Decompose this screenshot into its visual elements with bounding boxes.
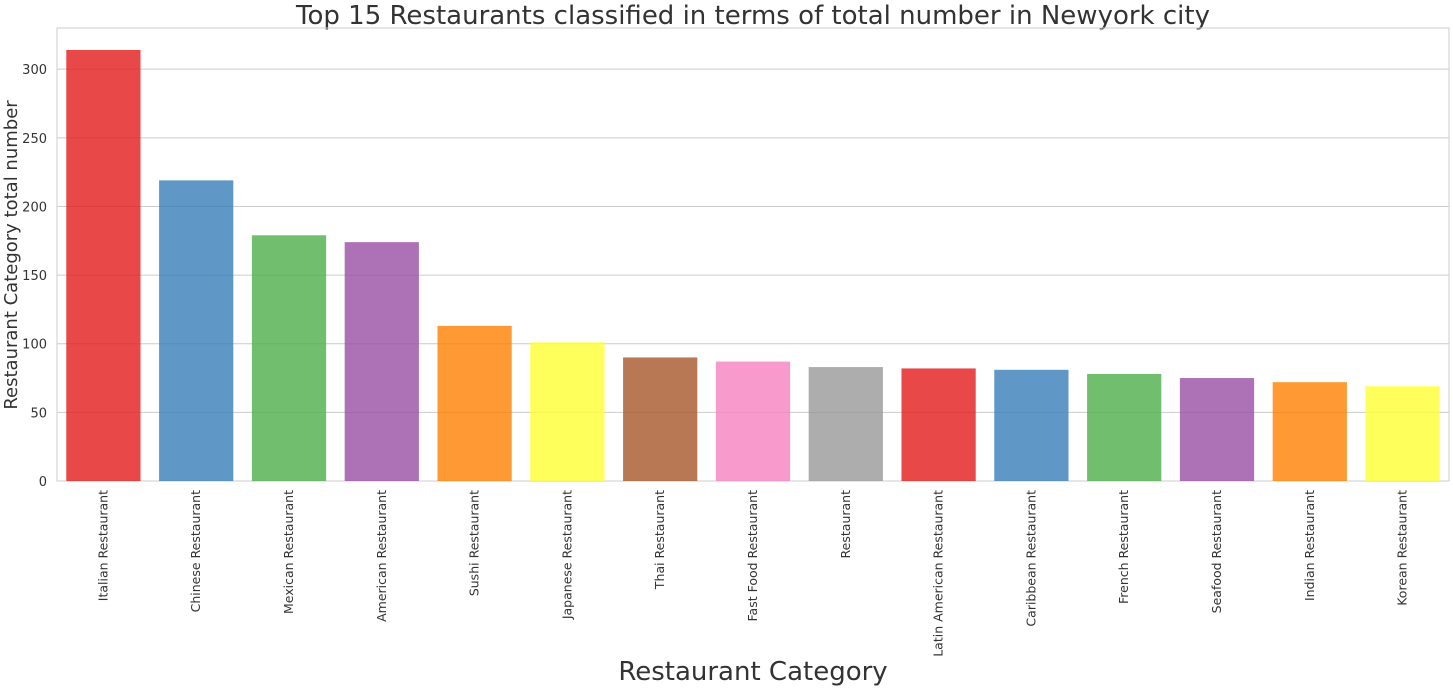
chart-title: Top 15 Restaurants classified in terms o…: [295, 1, 1210, 31]
x-axis-ticks: Italian Restaurant Chinese Restaurant Mexi…: [95, 490, 1409, 657]
x-axis-label: Restaurant Category: [618, 657, 887, 687]
y-tick-label: 100: [22, 338, 47, 353]
y-axis-ticks: 0 50 100 150 200 250 300: [22, 63, 47, 490]
x-tick-label: Korean Restaurant: [1395, 490, 1410, 606]
bar-fast-food-restaurant: [715, 361, 791, 481]
x-tick-label: Fast Food Restaurant: [745, 490, 760, 622]
x-tick-label: Sushi Restaurant: [467, 490, 482, 596]
bar-italian-restaurant: [66, 49, 141, 482]
x-tick-label: American Restaurant: [374, 490, 389, 622]
x-tick-label: Thai Restaurant: [652, 490, 667, 590]
x-tick-label: Indian Restaurant: [1302, 490, 1317, 601]
bar-thai-restaurant: [623, 357, 698, 481]
y-tick-label: 0: [39, 475, 47, 490]
bar-seafood-restaurant: [1179, 378, 1255, 481]
x-tick-label: Latin American Restaurant: [931, 490, 946, 657]
bar-sushi-restaurant: [437, 325, 512, 481]
y-tick-label: 300: [22, 63, 47, 78]
y-tick-label: 50: [30, 406, 47, 421]
y-tick-label: 250: [22, 132, 47, 147]
bar-french-restaurant: [1087, 373, 1162, 481]
bar-korean-restaurant: [1365, 386, 1440, 481]
x-tick-label: Caribbean Restaurant: [1023, 490, 1038, 627]
x-tick-label: Restaurant: [838, 490, 853, 559]
bar-chinese-restaurant: [159, 180, 234, 481]
y-axis-label: Restaurant Category total number: [1, 100, 22, 410]
bar-japanese-restaurant: [530, 342, 605, 481]
x-tick-label: Italian Restaurant: [95, 490, 110, 601]
bar-mexican-restaurant: [251, 235, 327, 481]
y-tick-label: 200: [22, 200, 47, 215]
bars: [66, 49, 1440, 482]
x-tick-label: Seafood Restaurant: [1209, 490, 1224, 613]
bar-indian-restaurant: [1272, 382, 1347, 481]
bar-american-restaurant: [344, 242, 419, 481]
x-tick-label: French Restaurant: [1116, 490, 1131, 604]
x-tick-label: Japanese Restaurant: [559, 490, 574, 620]
x-tick-label: Mexican Restaurant: [281, 490, 296, 614]
y-tick-label: 150: [22, 269, 47, 284]
bar-caribbean-restaurant: [994, 369, 1069, 481]
bar-restaurant: [808, 367, 883, 481]
x-tick-label: Chinese Restaurant: [188, 490, 203, 612]
bar-latin-american-restaurant: [901, 368, 976, 481]
